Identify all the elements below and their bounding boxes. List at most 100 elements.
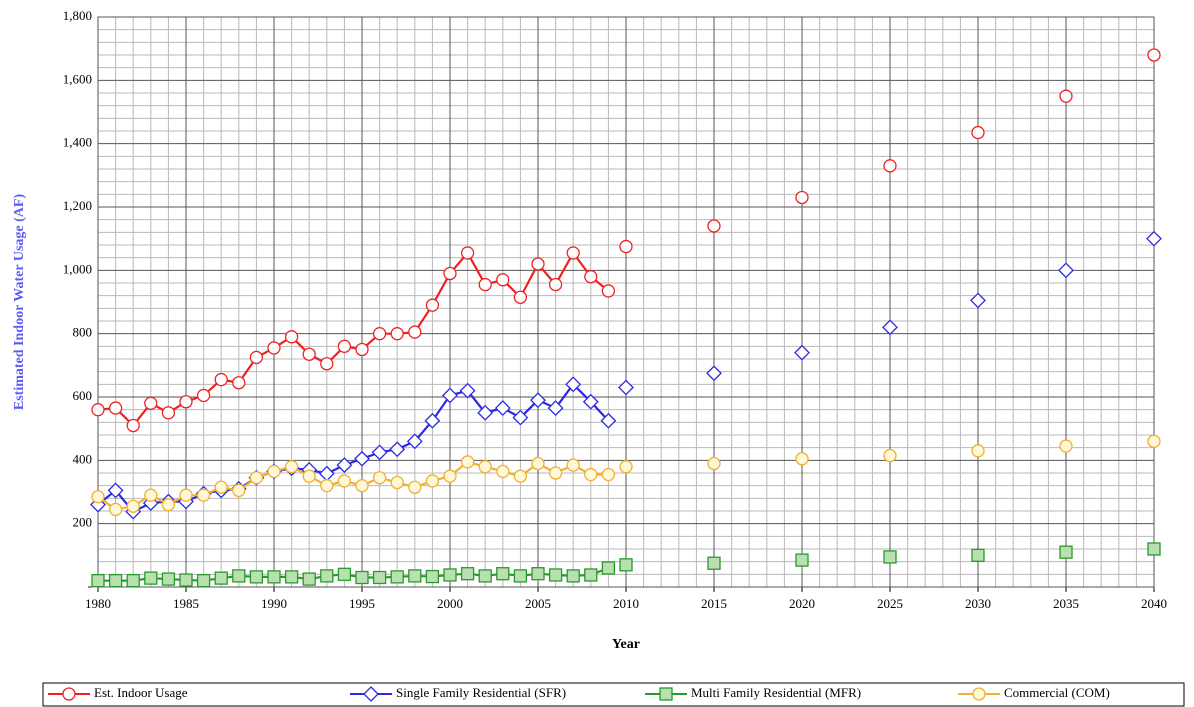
marker (390, 327, 404, 341)
marker (442, 387, 458, 404)
marker (126, 418, 140, 433)
x-tick-label: 1980 (85, 596, 111, 611)
marker (424, 412, 441, 429)
y-tick-label: - (88, 578, 92, 593)
marker (390, 570, 404, 584)
x-tick-label: 2005 (525, 596, 551, 611)
marker (601, 467, 616, 482)
legend-label: Est. Indoor Usage (94, 685, 188, 700)
marker (355, 342, 369, 357)
marker (477, 404, 494, 421)
y-tick-label: 600 (73, 388, 93, 403)
marker (478, 569, 492, 583)
marker (320, 357, 334, 371)
x-tick-label: 2035 (1053, 596, 1079, 611)
marker (547, 400, 564, 417)
marker (882, 319, 898, 336)
legend-box (42, 682, 1185, 707)
marker (372, 570, 387, 585)
marker (795, 190, 809, 205)
marker (513, 569, 528, 583)
marker (267, 464, 281, 479)
marker (1059, 439, 1073, 453)
marker (408, 325, 422, 339)
marker (284, 570, 299, 584)
marker (406, 433, 423, 450)
marker (144, 396, 158, 410)
marker (494, 400, 511, 417)
marker (601, 561, 616, 575)
marker (372, 327, 387, 341)
marker (512, 409, 529, 426)
marker (531, 257, 545, 271)
legend-marker (659, 687, 673, 701)
marker (144, 571, 158, 585)
marker (372, 471, 387, 485)
marker (531, 456, 545, 471)
marker (126, 499, 140, 513)
marker (320, 479, 334, 493)
marker (601, 284, 616, 298)
marker (600, 412, 617, 429)
marker (284, 460, 299, 474)
marker (91, 490, 105, 504)
marker (214, 571, 228, 585)
marker (214, 372, 228, 387)
marker (1147, 542, 1161, 556)
y-tick-label: 1,600 (63, 71, 92, 86)
marker (459, 382, 476, 399)
marker (320, 569, 334, 583)
legend-marker (972, 687, 986, 701)
marker (161, 498, 176, 512)
marker (337, 567, 352, 581)
marker (1058, 262, 1074, 279)
marker (108, 574, 123, 588)
marker (707, 456, 721, 471)
marker (530, 392, 546, 409)
marker (196, 488, 211, 502)
marker (232, 483, 246, 498)
legend-label: Commercial (COM) (1004, 685, 1110, 700)
marker (355, 479, 369, 493)
marker (355, 570, 369, 585)
marker (302, 572, 316, 586)
marker (232, 569, 246, 583)
marker (707, 556, 721, 570)
x-tick-label: 2025 (877, 596, 903, 611)
y-tick-label: 1,800 (63, 8, 92, 23)
y-tick-label: 1,400 (63, 135, 92, 150)
marker (249, 350, 264, 365)
marker (214, 480, 228, 494)
marker (971, 125, 985, 140)
marker (1147, 48, 1161, 62)
y-tick-label: 200 (73, 515, 93, 530)
x-tick-label: 2030 (965, 596, 991, 611)
marker (425, 474, 440, 488)
x-tick-label: 2000 (437, 596, 463, 611)
marker (425, 569, 440, 584)
marker (142, 495, 159, 512)
marker (582, 393, 599, 410)
legend-marker (62, 687, 76, 701)
marker (232, 376, 246, 390)
marker (1147, 434, 1161, 448)
marker (566, 569, 580, 583)
marker (284, 330, 299, 344)
marker (496, 567, 510, 581)
y-tick-label: 400 (73, 451, 93, 466)
marker (795, 553, 809, 567)
marker (337, 474, 352, 488)
marker (91, 574, 105, 588)
marker (584, 568, 598, 582)
marker (795, 452, 809, 466)
y-axis-label: Estimated Indoor Water Usage (AF) (12, 194, 27, 411)
marker (548, 568, 563, 582)
marker (1059, 89, 1073, 103)
marker (389, 441, 406, 458)
plot-border (97, 16, 1155, 588)
marker (408, 480, 422, 494)
marker (706, 365, 722, 382)
x-tick-label: 2020 (789, 596, 815, 611)
marker (161, 572, 176, 586)
marker (971, 444, 985, 458)
